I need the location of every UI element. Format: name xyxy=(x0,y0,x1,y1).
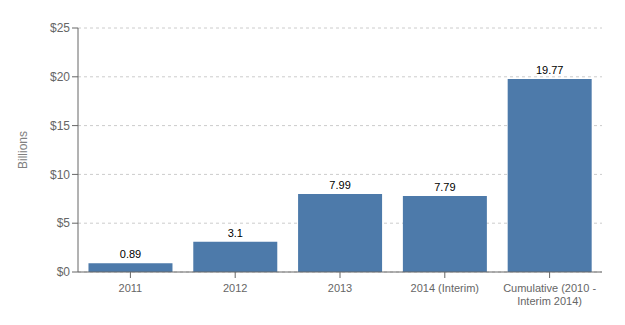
svg-text:19.77: 19.77 xyxy=(536,64,564,76)
svg-text:7.99: 7.99 xyxy=(329,179,350,191)
svg-text:$5: $5 xyxy=(57,216,71,230)
svg-text:$25: $25 xyxy=(50,21,70,35)
svg-text:$20: $20 xyxy=(50,70,70,84)
svg-text:3.1: 3.1 xyxy=(228,227,243,239)
svg-text:2011: 2011 xyxy=(119,282,143,294)
svg-text:0.89: 0.89 xyxy=(120,248,141,260)
svg-text:Billions: Billions xyxy=(16,131,30,169)
svg-text:2013: 2013 xyxy=(328,282,352,294)
svg-text:Cumulative (2010 -Interim 2014: Cumulative (2010 -Interim 2014) xyxy=(503,282,596,307)
svg-text:7.79: 7.79 xyxy=(434,181,455,193)
svg-text:$0: $0 xyxy=(57,265,71,279)
svg-text:$15: $15 xyxy=(50,119,70,133)
svg-text:2012: 2012 xyxy=(223,282,247,294)
svg-text:2014 (Interim): 2014 (Interim) xyxy=(411,282,479,294)
svg-text:$10: $10 xyxy=(50,168,70,182)
